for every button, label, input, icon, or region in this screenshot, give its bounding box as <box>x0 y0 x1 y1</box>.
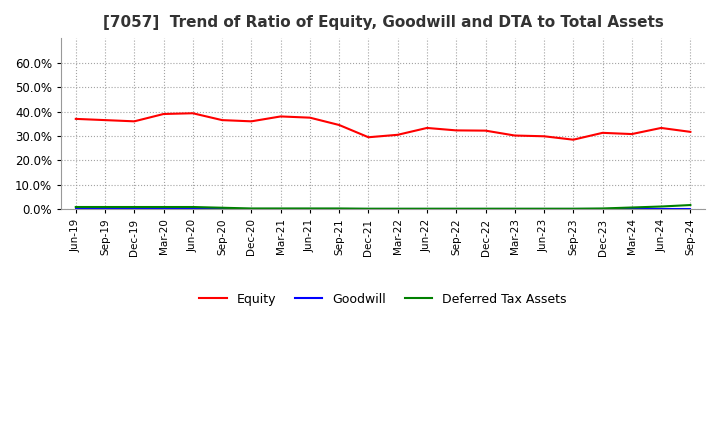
Goodwill <box>101 207 109 212</box>
Equity <box>540 134 549 139</box>
Deferred Tax Assets <box>159 204 168 209</box>
Deferred Tax Assets <box>130 204 139 209</box>
Deferred Tax Assets <box>71 204 80 209</box>
Goodwill <box>217 207 226 212</box>
Equity <box>423 125 431 131</box>
Equity <box>598 130 607 136</box>
Equity <box>159 111 168 117</box>
Goodwill <box>305 207 314 212</box>
Equity <box>276 114 285 119</box>
Equity <box>657 125 665 131</box>
Goodwill <box>364 207 373 212</box>
Equity <box>393 132 402 137</box>
Deferred Tax Assets <box>657 204 665 209</box>
Deferred Tax Assets <box>423 206 431 211</box>
Equity <box>628 132 636 137</box>
Deferred Tax Assets <box>101 204 109 209</box>
Equity <box>364 135 373 140</box>
Deferred Tax Assets <box>305 206 314 211</box>
Goodwill <box>276 207 285 212</box>
Deferred Tax Assets <box>335 206 343 211</box>
Deferred Tax Assets <box>598 206 607 211</box>
Deferred Tax Assets <box>393 206 402 211</box>
Equity <box>217 117 226 123</box>
Deferred Tax Assets <box>686 202 695 208</box>
Deferred Tax Assets <box>452 206 461 211</box>
Goodwill <box>569 207 577 212</box>
Equity <box>305 115 314 120</box>
Deferred Tax Assets <box>247 206 256 211</box>
Deferred Tax Assets <box>217 205 226 210</box>
Goodwill <box>423 207 431 212</box>
Equity <box>510 133 519 138</box>
Goodwill <box>452 207 461 212</box>
Equity <box>71 116 80 121</box>
Goodwill <box>481 207 490 212</box>
Deferred Tax Assets <box>481 206 490 211</box>
Equity <box>101 117 109 123</box>
Goodwill <box>335 207 343 212</box>
Goodwill <box>130 207 139 212</box>
Deferred Tax Assets <box>540 206 549 211</box>
Title: [7057]  Trend of Ratio of Equity, Goodwill and DTA to Total Assets: [7057] Trend of Ratio of Equity, Goodwil… <box>103 15 664 30</box>
Equity <box>247 119 256 124</box>
Equity <box>686 129 695 135</box>
Line: Deferred Tax Assets: Deferred Tax Assets <box>76 205 690 209</box>
Goodwill <box>628 207 636 212</box>
Legend: Equity, Goodwill, Deferred Tax Assets: Equity, Goodwill, Deferred Tax Assets <box>194 288 572 311</box>
Goodwill <box>71 207 80 212</box>
Deferred Tax Assets <box>364 206 373 211</box>
Goodwill <box>189 207 197 212</box>
Line: Equity: Equity <box>76 113 690 139</box>
Goodwill <box>686 207 695 212</box>
Goodwill <box>510 207 519 212</box>
Equity <box>569 137 577 142</box>
Deferred Tax Assets <box>628 205 636 210</box>
Deferred Tax Assets <box>510 206 519 211</box>
Goodwill <box>393 207 402 212</box>
Equity <box>335 122 343 128</box>
Equity <box>189 110 197 116</box>
Goodwill <box>598 207 607 212</box>
Equity <box>130 119 139 124</box>
Equity <box>452 128 461 133</box>
Goodwill <box>540 207 549 212</box>
Goodwill <box>247 207 256 212</box>
Equity <box>481 128 490 133</box>
Deferred Tax Assets <box>569 206 577 211</box>
Goodwill <box>657 207 665 212</box>
Deferred Tax Assets <box>276 206 285 211</box>
Goodwill <box>159 207 168 212</box>
Deferred Tax Assets <box>189 204 197 209</box>
